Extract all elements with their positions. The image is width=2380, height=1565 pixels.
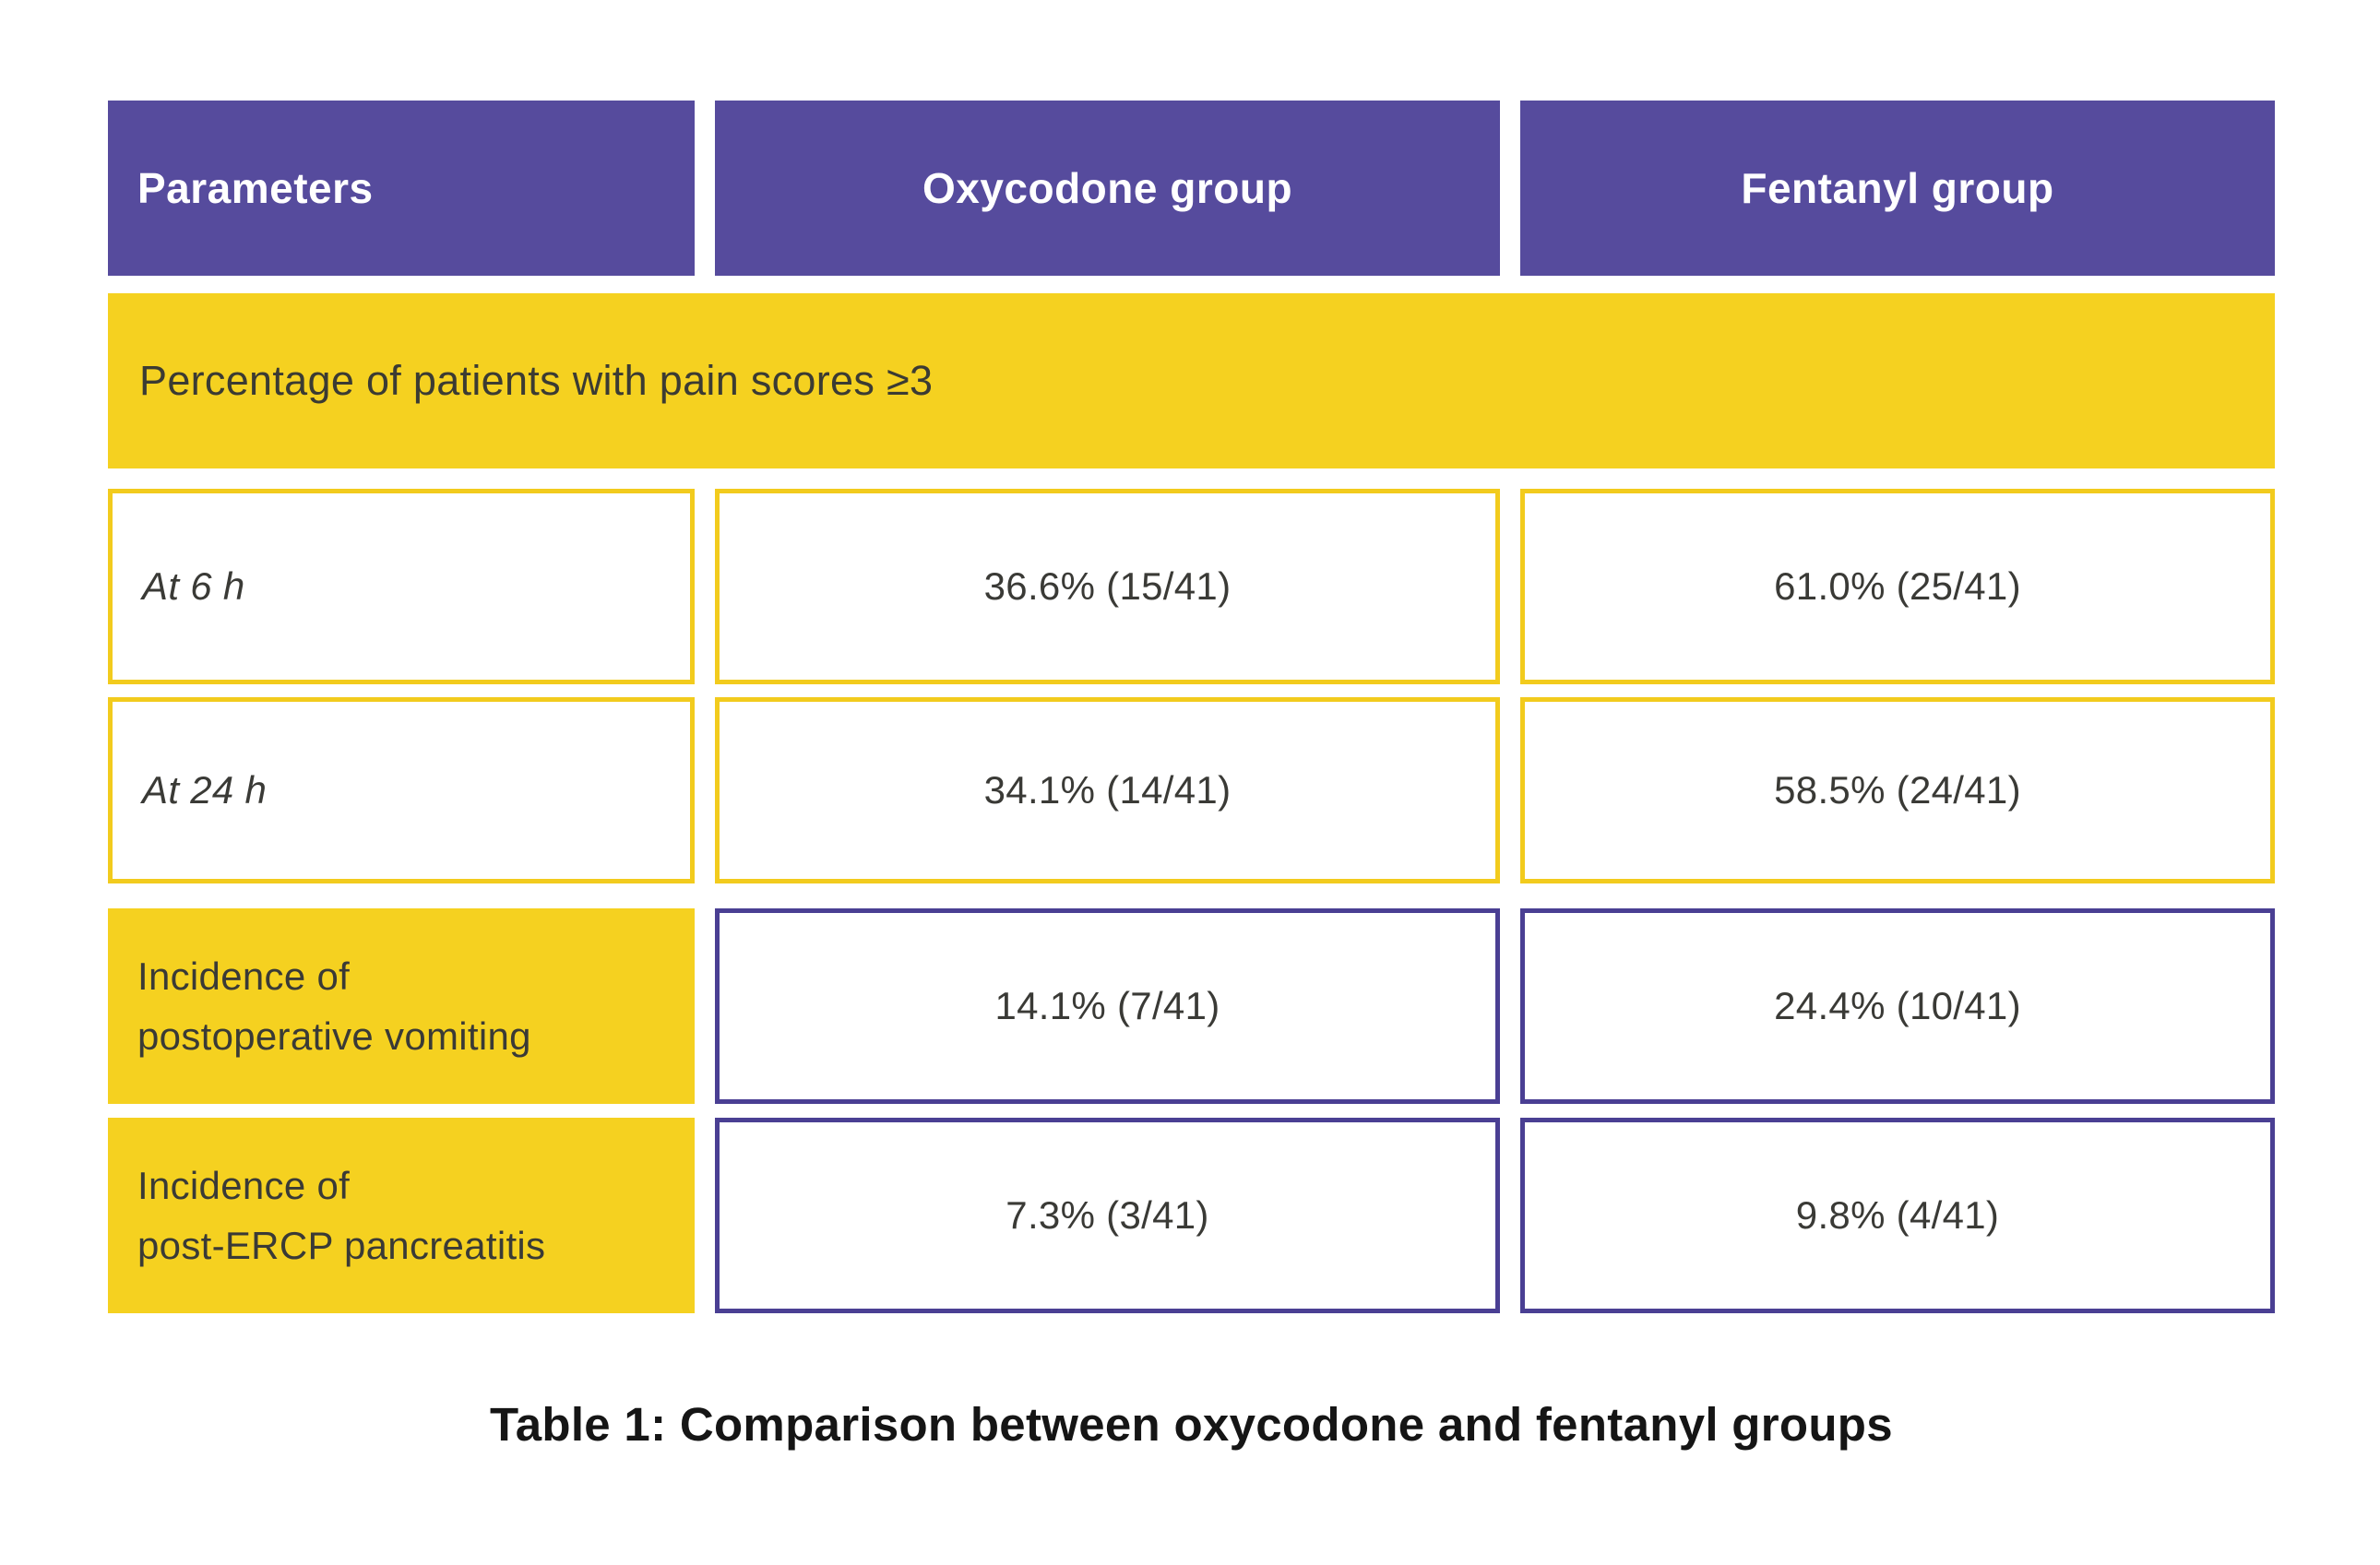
table-row-post-ercp-pancreatitis: Incidence of post-ERCP pancreatitis 7.3%… bbox=[108, 1118, 2275, 1313]
row-label-at-24h: At 24 h bbox=[108, 697, 695, 883]
row-label-at-6h: At 6 h bbox=[108, 489, 695, 684]
header-cell-oxycodone-group: Oxycodone group bbox=[715, 101, 1500, 276]
row-label-post-ercp-pancreatitis: Incidence of post-ERCP pancreatitis bbox=[108, 1118, 695, 1313]
table-row-at-6h: At 6 h 36.6% (15/41) 61.0% (25/41) bbox=[108, 489, 2275, 684]
value-oxycodone-at-6h: 36.6% (15/41) bbox=[715, 489, 1500, 684]
value-fentanyl-at-24h: 58.5% (24/41) bbox=[1520, 697, 2275, 883]
table-row-postoperative-vomiting: Incidence of postoperative vomiting 14.1… bbox=[108, 908, 2275, 1104]
value-fentanyl-vomiting: 24.4% (10/41) bbox=[1520, 908, 2275, 1104]
value-oxycodone-at-24h: 34.1% (14/41) bbox=[715, 697, 1500, 883]
comparison-table: Parameters Oxycodone group Fentanyl grou… bbox=[108, 101, 2275, 1452]
table-caption: Table 1: Comparison between oxycodone an… bbox=[490, 1398, 1893, 1451]
row-label-postoperative-vomiting: Incidence of postoperative vomiting bbox=[108, 908, 695, 1104]
header-cell-parameters: Parameters bbox=[108, 101, 695, 276]
section-banner-pain-scores: Percentage of patients with pain scores … bbox=[108, 293, 2275, 468]
table-row-at-24h: At 24 h 34.1% (14/41) 58.5% (24/41) bbox=[108, 697, 2275, 883]
table-header-row: Parameters Oxycodone group Fentanyl grou… bbox=[108, 101, 2275, 276]
value-fentanyl-pancreatitis: 9.8% (4/41) bbox=[1520, 1118, 2275, 1313]
value-oxycodone-pancreatitis: 7.3% (3/41) bbox=[715, 1118, 1500, 1313]
header-cell-fentanyl-group: Fentanyl group bbox=[1520, 101, 2275, 276]
value-oxycodone-vomiting: 14.1% (7/41) bbox=[715, 908, 1500, 1104]
value-fentanyl-at-6h: 61.0% (25/41) bbox=[1520, 489, 2275, 684]
